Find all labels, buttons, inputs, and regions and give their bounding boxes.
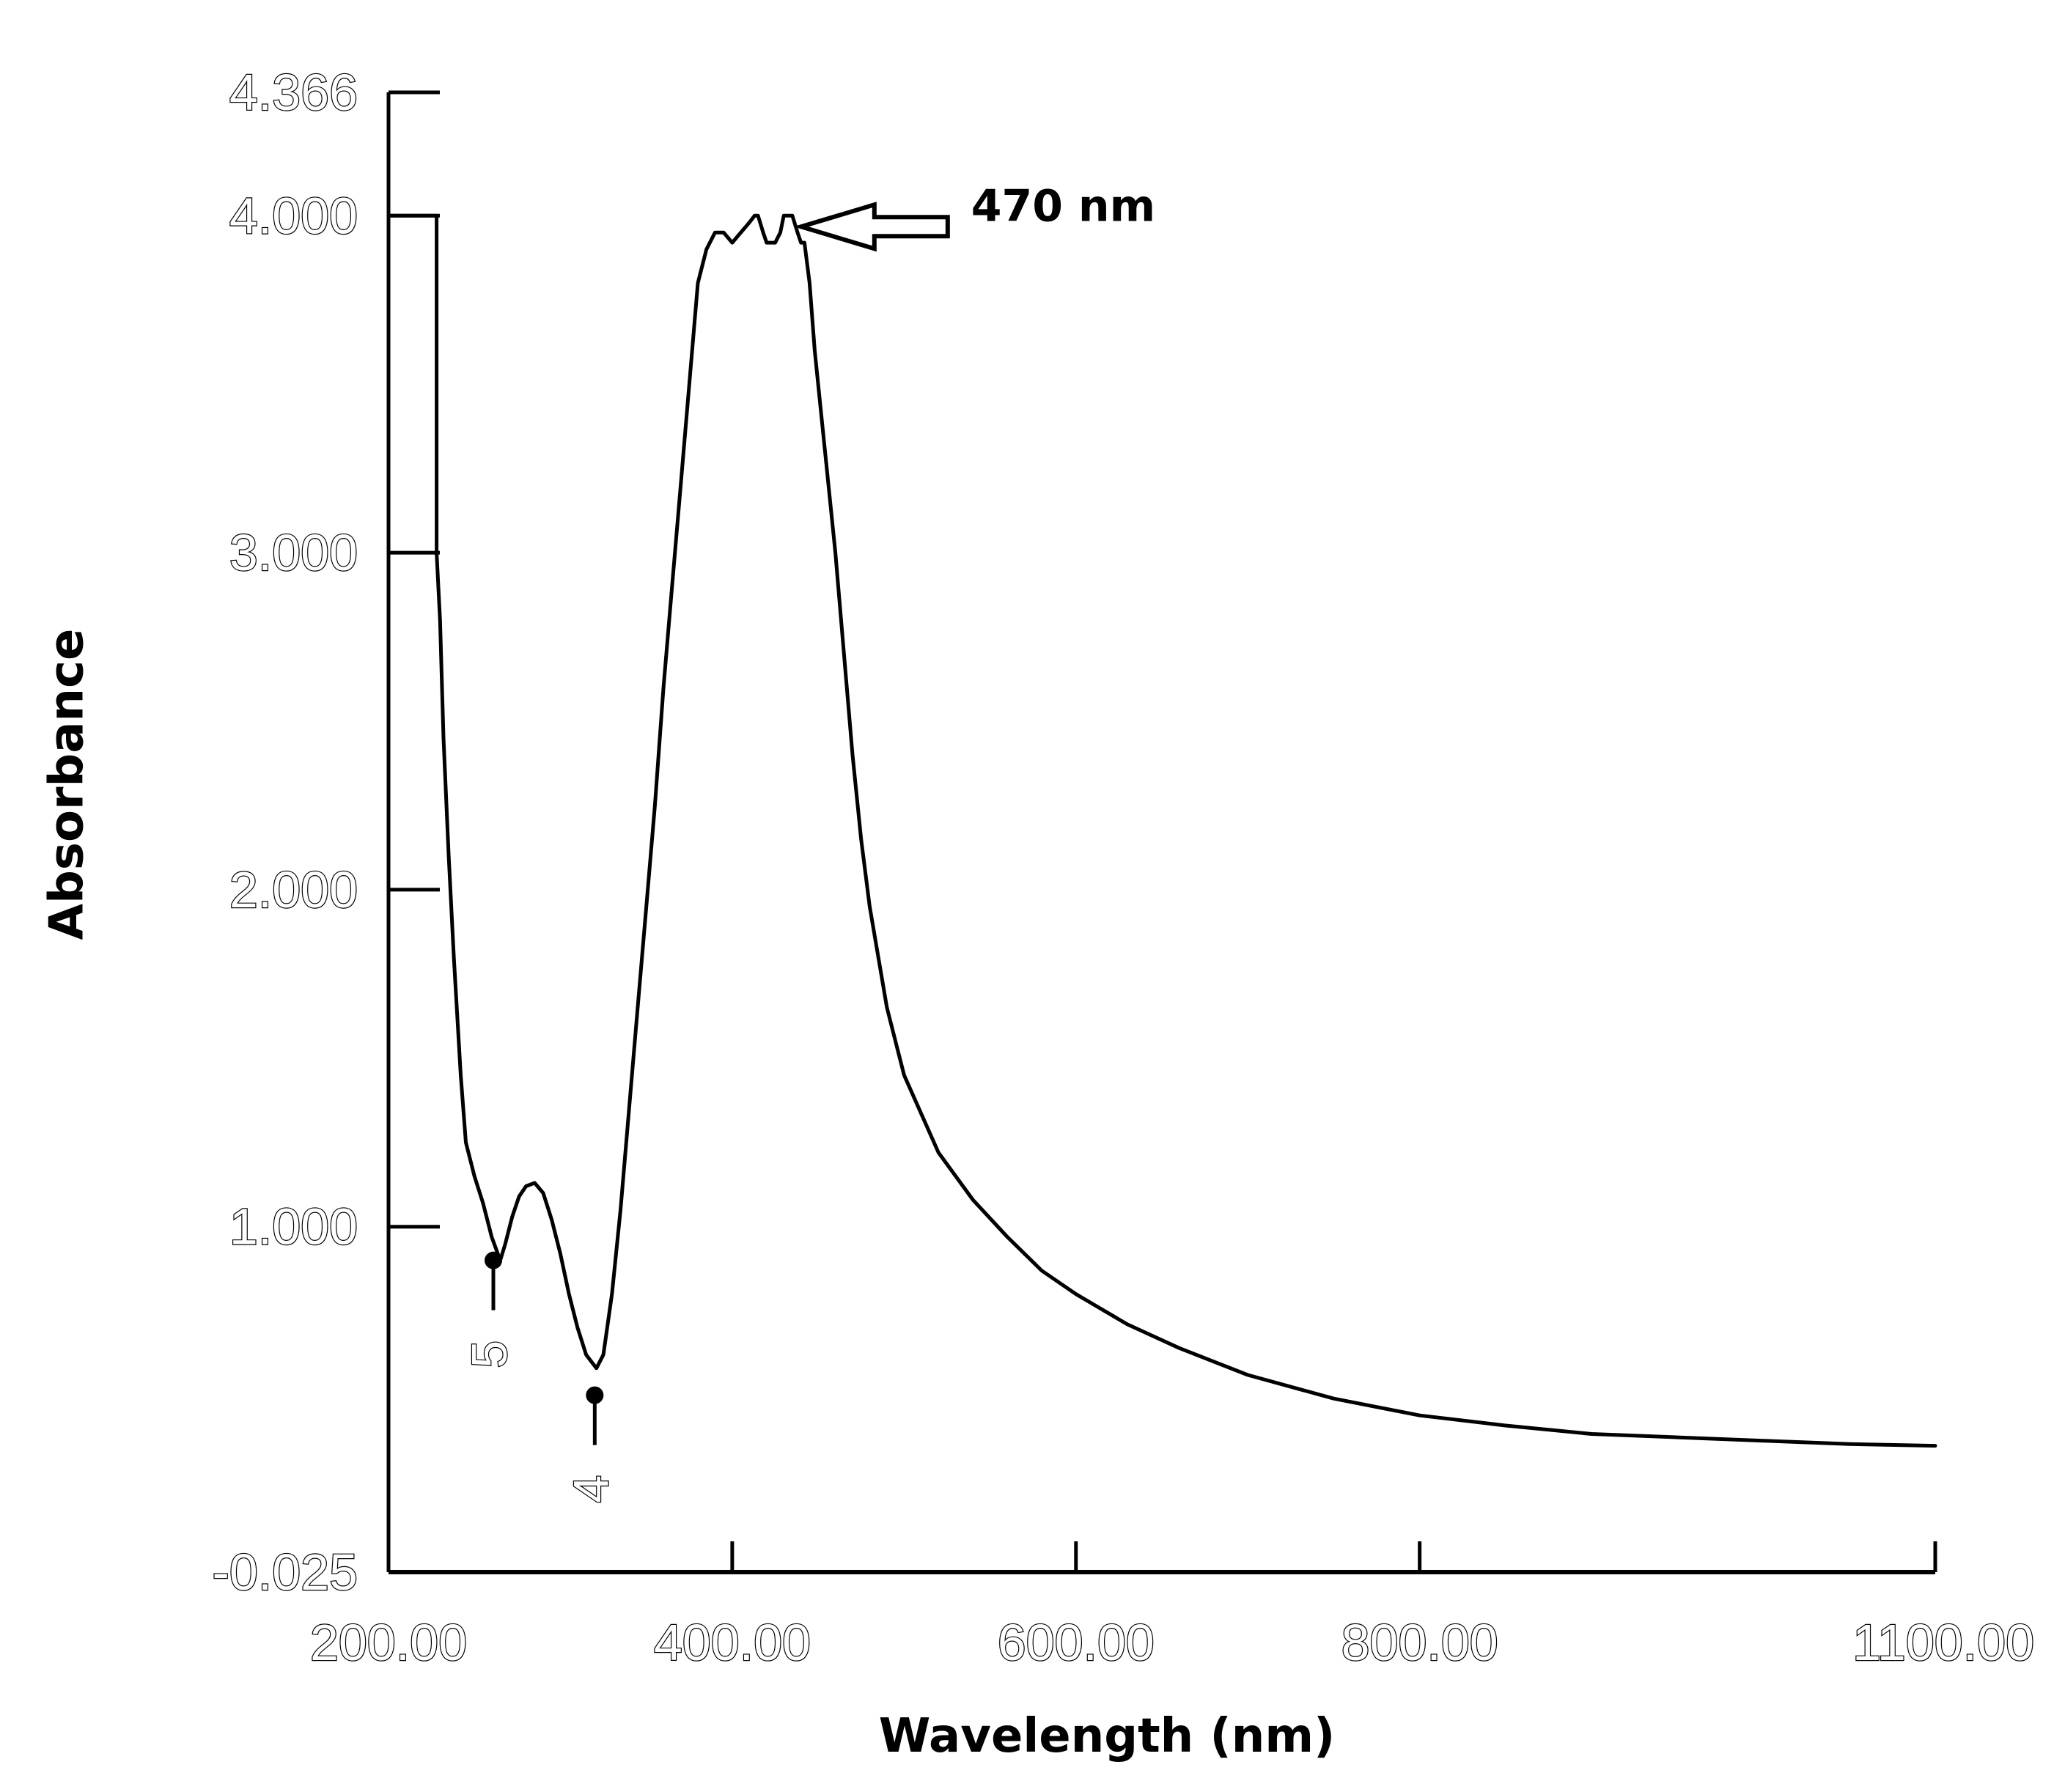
x-tick-label: 200.00 bbox=[310, 1614, 467, 1671]
y-tick-label: -0.025 bbox=[213, 1544, 358, 1601]
marked-points: 54 bbox=[461, 1251, 620, 1504]
tick-marks bbox=[386, 90, 1937, 1574]
series bbox=[386, 213, 1937, 1448]
x-axis-title: Wavelength (nm) bbox=[879, 1709, 1336, 1763]
y-tick-label: 1.000 bbox=[229, 1198, 358, 1255]
y-tick-label: 4.000 bbox=[229, 187, 358, 244]
x-tick-label: 1100.00 bbox=[1852, 1614, 2034, 1671]
tick-labels: 200.00 400.00 600.00 800.00 1100.00 4.366 4.00… bbox=[211, 63, 2035, 1672]
y-tick-label: 3.000 bbox=[229, 524, 358, 581]
x-tick-label: 400.00 bbox=[654, 1614, 811, 1671]
marked-point-label: 5 bbox=[462, 1341, 518, 1368]
y-tick-label: 2.000 bbox=[229, 861, 358, 918]
y-axis-title: Absorbance bbox=[40, 629, 95, 940]
x-tick-label: 800.00 bbox=[1341, 1614, 1498, 1671]
annotation-arrow bbox=[793, 202, 950, 252]
y-tick-label: 4.366 bbox=[229, 64, 358, 121]
x-tick-label: 600.00 bbox=[998, 1614, 1155, 1671]
annotations: 470 nm bbox=[793, 180, 1155, 252]
series-line bbox=[386, 213, 1937, 1448]
axes bbox=[386, 92, 1935, 1574]
marked-point-label: 4 bbox=[563, 1475, 619, 1503]
annotation-label: 470 nm bbox=[971, 180, 1155, 232]
